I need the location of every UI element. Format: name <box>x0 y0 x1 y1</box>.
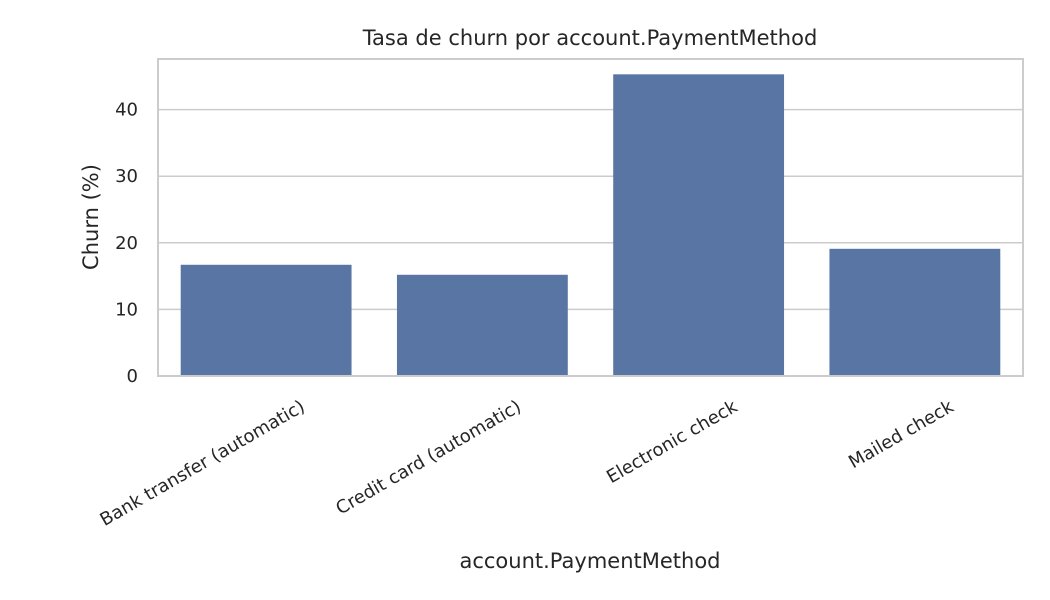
bars <box>180 74 1001 376</box>
x-axis-label: account.PaymentMethod <box>459 549 720 573</box>
x-tick-label: Credit card (automatic) <box>332 396 524 519</box>
x-tick-label: Bank transfer (automatic) <box>96 396 308 531</box>
x-tick-label: Electronic check <box>603 396 741 488</box>
y-tick-label: 10 <box>115 299 138 320</box>
bar <box>396 274 568 376</box>
chart-title: Tasa de churn por account.PaymentMethod <box>362 26 818 50</box>
x-tick-label: Mailed check <box>845 396 958 473</box>
y-tick-label: 20 <box>115 233 138 254</box>
bar <box>829 248 1001 376</box>
y-tick-label: 40 <box>115 100 138 121</box>
x-tick-labels: Bank transfer (automatic) Credit card (au… <box>96 396 957 531</box>
bar <box>613 74 785 376</box>
y-axis-label: Churn (%) <box>79 164 103 270</box>
y-tick-label: 30 <box>115 166 138 187</box>
plot-frame <box>157 58 1024 377</box>
y-tick-label: 0 <box>127 366 138 387</box>
bar <box>180 264 352 376</box>
y-tick-labels: 0 10 20 30 40 <box>115 100 138 387</box>
